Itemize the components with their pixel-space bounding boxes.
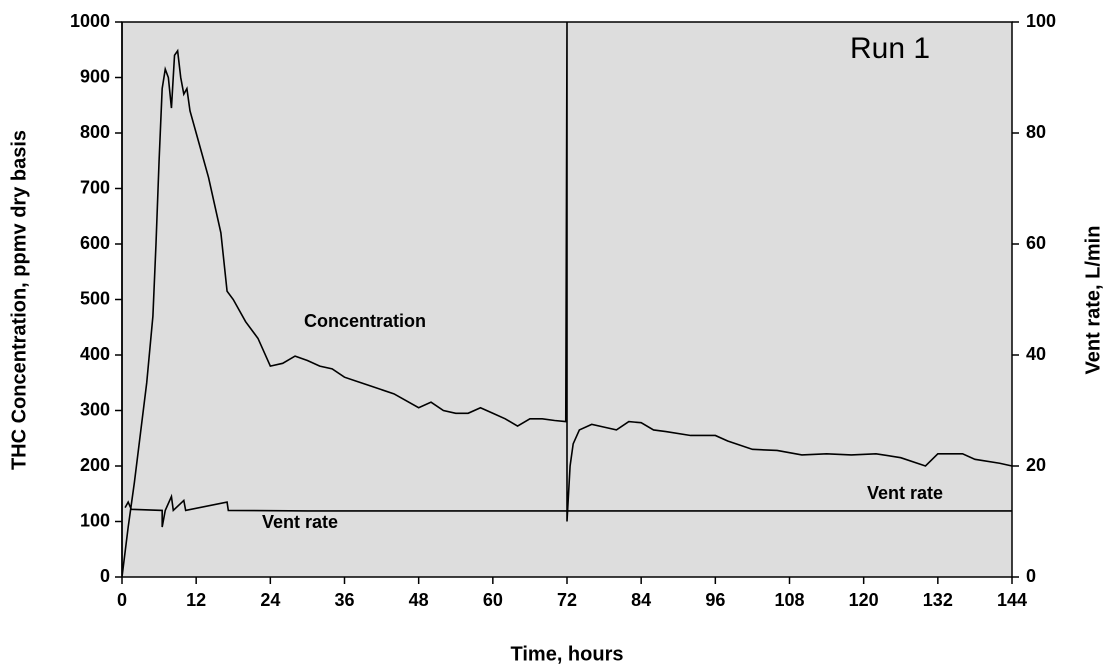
x-tick-label: 36 xyxy=(334,590,354,610)
y-tick-label: 200 xyxy=(80,455,110,475)
x-tick-label: 12 xyxy=(186,590,206,610)
series-label: Concentration xyxy=(304,311,426,331)
x-tick-label: 132 xyxy=(923,590,953,610)
y-tick-label: 500 xyxy=(80,288,110,308)
y-tick-label: 600 xyxy=(80,233,110,253)
series-label: Vent rate xyxy=(262,512,338,532)
x-tick-label: 0 xyxy=(117,590,127,610)
x-tick-label: 108 xyxy=(774,590,804,610)
series-label: Vent rate xyxy=(867,483,943,503)
y-tick-label: 800 xyxy=(80,122,110,142)
x-tick-label: 72 xyxy=(557,590,577,610)
y-tick-label: 300 xyxy=(80,399,110,419)
y-tick-label: 0 xyxy=(100,566,110,586)
y2-tick-label: 40 xyxy=(1026,344,1046,364)
y-tick-label: 900 xyxy=(80,66,110,86)
y2-tick-label: 100 xyxy=(1026,11,1056,31)
y2-tick-label: 0 xyxy=(1026,566,1036,586)
x-tick-label: 48 xyxy=(409,590,429,610)
annotation: Run 1 xyxy=(850,32,930,65)
y2-tick-label: 60 xyxy=(1026,233,1046,253)
y-tick-label: 700 xyxy=(80,177,110,197)
y2-tick-label: 80 xyxy=(1026,122,1046,142)
x-tick-label: 24 xyxy=(260,590,280,610)
x-tick-label: 144 xyxy=(997,590,1027,610)
y-tick-label: 1000 xyxy=(70,11,110,31)
series-line xyxy=(124,493,1012,528)
x-tick-label: 120 xyxy=(849,590,879,610)
series-line xyxy=(121,21,1013,578)
x-tick-label: 84 xyxy=(631,590,651,610)
y-axis-title: THC Concentration, ppmv dry basis xyxy=(8,130,30,470)
y2-tick-label: 20 xyxy=(1026,455,1046,475)
x-tick-label: 60 xyxy=(483,590,503,610)
y-tick-label: 100 xyxy=(80,510,110,530)
y2-axis-title: Vent rate, L/min xyxy=(1082,226,1104,375)
x-tick-label: 96 xyxy=(705,590,725,610)
x-axis-title: Time, hours xyxy=(511,643,624,665)
y-tick-label: 400 xyxy=(80,344,110,364)
